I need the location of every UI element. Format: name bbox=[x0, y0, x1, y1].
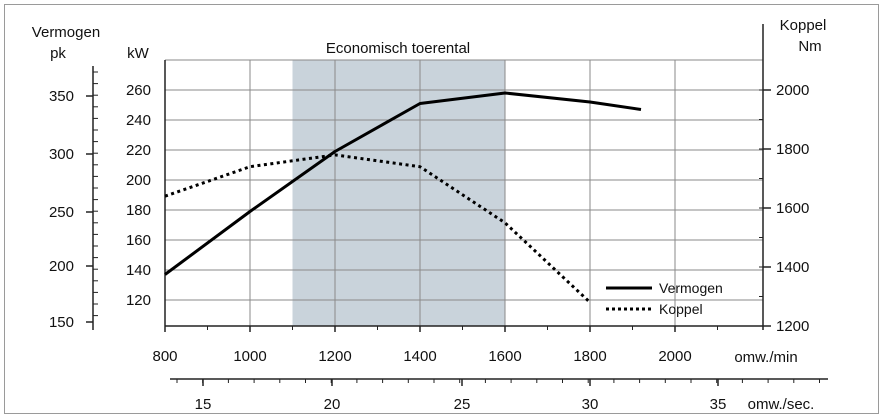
kw-tick-label: 120 bbox=[126, 292, 151, 309]
pk-tick-label: 350 bbox=[49, 88, 74, 105]
nm-tick-label: 1200 bbox=[776, 318, 809, 335]
shaded-region-label: Economisch toerental bbox=[326, 40, 470, 57]
x2-axis-label: omw./sec. bbox=[748, 396, 815, 413]
legend-label-koppel: Koppel bbox=[659, 301, 703, 317]
kw-tick-label: 200 bbox=[126, 172, 151, 189]
pk-tick-label: 200 bbox=[49, 258, 74, 275]
x-axis-label: omw./min bbox=[734, 349, 797, 366]
x2-tick-label: 30 bbox=[582, 396, 599, 413]
x-tick-label: 1800 bbox=[573, 348, 606, 365]
nm-tick-label: 1400 bbox=[776, 259, 809, 276]
kw-tick-label: 140 bbox=[126, 262, 151, 279]
x-tick-label: 2000 bbox=[658, 348, 691, 365]
kw-tick-label: 220 bbox=[126, 142, 151, 159]
shaded-region bbox=[292, 60, 505, 326]
x-tick-label: 1000 bbox=[233, 348, 266, 365]
legend-label-vermogen: Vermogen bbox=[659, 280, 723, 296]
x2-tick-label: 25 bbox=[454, 396, 471, 413]
y-left-kw-label: kW bbox=[127, 45, 150, 62]
y-right-label-line2: Nm bbox=[798, 38, 821, 55]
legend: Vermogen Koppel bbox=[606, 280, 723, 317]
y-left-pk-label-line1: Vermogen bbox=[32, 24, 100, 41]
x-tick-label: 1400 bbox=[403, 348, 436, 365]
kw-tick-label: 240 bbox=[126, 112, 151, 129]
pk-tick-label: 300 bbox=[49, 146, 74, 163]
kw-tick-label: 260 bbox=[126, 82, 151, 99]
nm-tick-label: 2000 bbox=[776, 82, 809, 99]
x-tick-label: 1600 bbox=[488, 348, 521, 365]
pk-tick-label: 150 bbox=[49, 314, 74, 331]
nm-tick-label: 1600 bbox=[776, 200, 809, 217]
kw-tick-label: 180 bbox=[126, 202, 151, 219]
x2-tick-label: 35 bbox=[710, 396, 727, 413]
nm-tick-label: 1800 bbox=[776, 141, 809, 158]
series-line-vermogen bbox=[164, 91, 642, 276]
kw-tick-label: 160 bbox=[126, 232, 151, 249]
x-tick-label: 800 bbox=[152, 348, 177, 365]
x2-tick-label: 15 bbox=[195, 396, 212, 413]
y-left-pk-label-line2: pk bbox=[50, 45, 66, 62]
x-tick-label: 1200 bbox=[318, 348, 351, 365]
x2-tick-label: 20 bbox=[324, 396, 341, 413]
pk-tick-label: 250 bbox=[49, 204, 74, 221]
y-right-label-line1: Koppel bbox=[780, 17, 827, 34]
